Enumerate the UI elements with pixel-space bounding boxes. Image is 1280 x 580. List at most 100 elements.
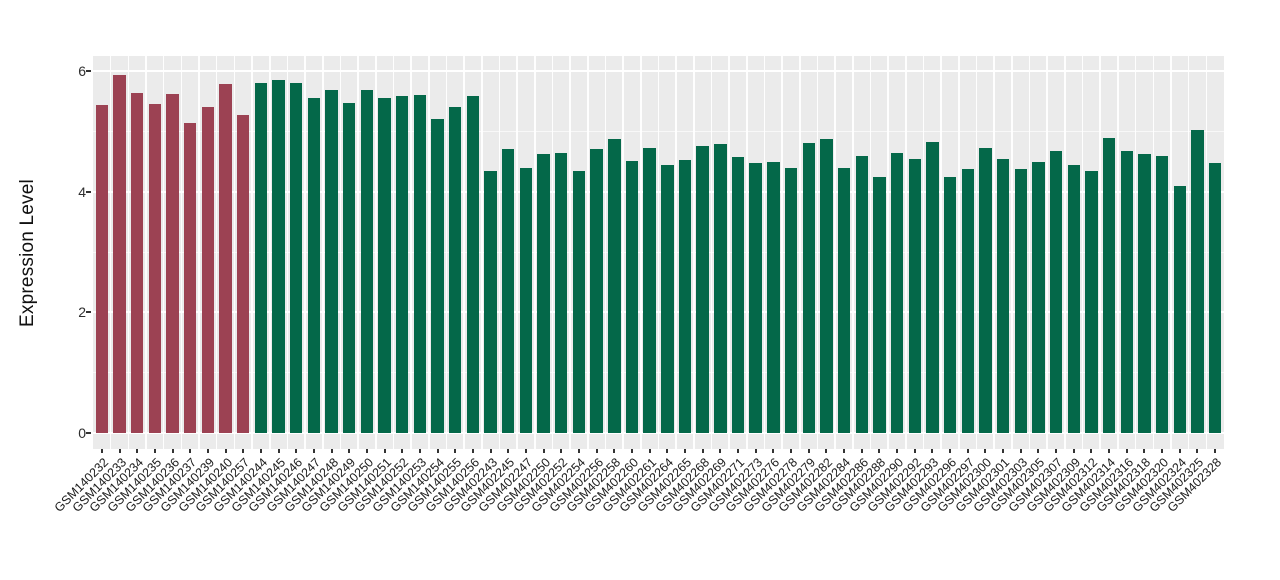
bar <box>802 143 815 433</box>
x-tick-mark <box>330 449 333 453</box>
x-tick-mark <box>560 449 563 453</box>
major-gridline <box>93 432 1224 434</box>
x-tick-mark <box>206 449 209 453</box>
bar <box>360 89 374 433</box>
x-tick-mark <box>436 449 439 453</box>
x-tick-mark <box>1214 449 1217 453</box>
bar <box>378 98 391 433</box>
x-tick-mark <box>648 449 651 453</box>
bar <box>254 83 268 433</box>
bar <box>1049 151 1063 433</box>
bar <box>431 118 444 433</box>
bar <box>572 170 586 433</box>
major-gridline <box>93 70 1224 73</box>
x-tick-mark <box>577 449 580 453</box>
x-tick-mark <box>843 449 846 453</box>
bar <box>837 167 851 433</box>
bar <box>873 177 886 433</box>
x-tick-mark <box>1019 449 1022 453</box>
x-tick-mark <box>365 449 368 453</box>
y-tick-mark <box>86 311 91 314</box>
x-tick-mark <box>595 449 598 453</box>
x-tick-mark <box>860 449 863 453</box>
bar <box>926 141 939 433</box>
x-tick-mark <box>242 449 245 453</box>
x-tick-mark <box>807 449 810 453</box>
bar <box>1191 129 1204 433</box>
bar <box>183 122 197 433</box>
y-tick-label: 0 <box>78 425 86 441</box>
bar <box>1085 170 1098 433</box>
bar <box>1067 165 1080 433</box>
x-tick-mark <box>136 449 139 453</box>
bar <box>130 93 144 433</box>
bar <box>714 144 727 433</box>
x-tick-mark <box>1055 449 1058 453</box>
bar <box>1155 156 1169 433</box>
x-tick-mark <box>383 449 386 453</box>
bar <box>767 161 780 433</box>
x-tick-mark <box>1143 449 1146 453</box>
bar <box>449 107 462 433</box>
x-tick-mark <box>118 449 121 453</box>
x-tick-mark <box>896 449 899 453</box>
x-tick-mark <box>418 449 421 453</box>
x-tick-mark <box>790 449 793 453</box>
x-tick-mark <box>684 449 686 453</box>
x-tick-mark <box>295 449 298 453</box>
bar <box>608 138 621 433</box>
y-tick-mark <box>86 432 91 434</box>
x-tick-mark <box>1090 449 1093 453</box>
y-axis-title-text: Expression Level <box>17 178 39 327</box>
bar <box>325 89 338 433</box>
x-tick-mark <box>931 449 934 453</box>
plot-panel <box>93 56 1224 449</box>
bar <box>749 162 762 433</box>
bar <box>908 158 921 433</box>
bar <box>890 152 904 433</box>
x-tick-mark <box>949 449 952 453</box>
bar <box>661 164 674 433</box>
y-tick-label: 4 <box>78 183 86 200</box>
bar <box>1102 138 1116 433</box>
bar <box>784 167 798 433</box>
bar <box>678 159 692 433</box>
x-tick-mark <box>471 449 474 453</box>
bar <box>1173 186 1186 433</box>
bar <box>1120 150 1133 433</box>
bar <box>95 105 109 433</box>
bar <box>237 115 250 433</box>
x-tick-mark <box>171 449 174 453</box>
bar <box>1032 161 1045 433</box>
bar <box>466 96 480 433</box>
x-tick-mark <box>259 449 262 453</box>
bar <box>148 104 162 433</box>
bar <box>537 154 550 433</box>
x-tick-mark <box>1037 449 1040 453</box>
x-tick-mark <box>100 449 103 453</box>
x-tick-mark <box>1072 449 1075 453</box>
x-tick-mark <box>1196 449 1199 453</box>
x-tick-mark <box>401 449 404 453</box>
x-tick-mark <box>454 449 457 453</box>
y-tick-mark <box>86 190 91 193</box>
bar <box>413 94 427 433</box>
x-tick-mark <box>312 449 315 453</box>
x-tick-mark <box>613 449 616 453</box>
major-gridline <box>93 311 1224 314</box>
x-tick-mark <box>189 449 192 453</box>
bar <box>396 96 409 433</box>
bar <box>979 148 992 433</box>
x-tick-mark <box>772 449 775 453</box>
bar <box>1208 163 1222 433</box>
x-tick-mark <box>701 449 704 453</box>
bar <box>519 168 533 433</box>
x-tick-mark <box>878 449 881 453</box>
x-tick-mark <box>630 449 633 453</box>
x-tick-mark <box>984 449 987 453</box>
bar <box>696 146 709 433</box>
bar <box>113 75 126 433</box>
bar <box>943 176 957 433</box>
bar <box>961 169 974 433</box>
